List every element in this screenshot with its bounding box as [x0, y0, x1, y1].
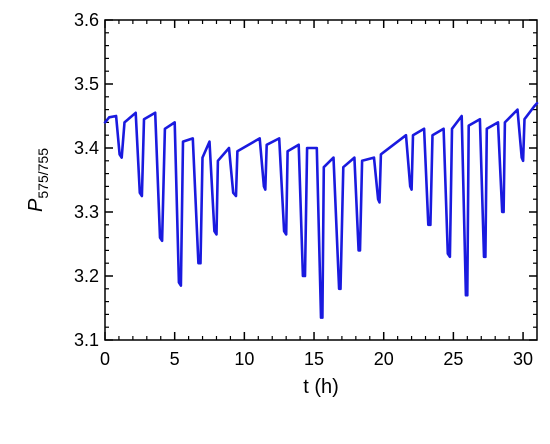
- y-axis-tick-labels: 3.1 3.2 3.3 3.4 3.5 3.6: [74, 10, 99, 350]
- y-axis-title-subscript: 575/755: [35, 148, 51, 199]
- x-tick-label: 30: [513, 349, 533, 369]
- x-tick-label: 0: [100, 349, 110, 369]
- y-tick-label: 3.3: [74, 202, 99, 222]
- x-axis-tick-labels: 0 5 10 15 20 25 30: [100, 349, 533, 369]
- y-tick-label: 3.2: [74, 266, 99, 286]
- series-line: [103, 101, 539, 319]
- y-tick-label: 3.1: [74, 330, 99, 350]
- y-tick-label: 3.5: [74, 74, 99, 94]
- y-tick-label: 3.4: [74, 138, 99, 158]
- x-axis-ticks: [104, 20, 524, 340]
- y-axis-title-main: P: [25, 198, 47, 212]
- y-axis-title: P575/755: [25, 148, 51, 212]
- y-tick-label: 3.6: [74, 10, 99, 30]
- x-axis-title: t (h): [303, 376, 339, 398]
- x-tick-label: 20: [374, 349, 394, 369]
- y-axis-ticks: [105, 19, 537, 341]
- x-tick-label: 25: [443, 349, 463, 369]
- x-tick-label: 15: [304, 349, 324, 369]
- x-tick-label: 10: [234, 349, 254, 369]
- x-tick-label: 5: [170, 349, 180, 369]
- plot-frame: [104, 19, 538, 341]
